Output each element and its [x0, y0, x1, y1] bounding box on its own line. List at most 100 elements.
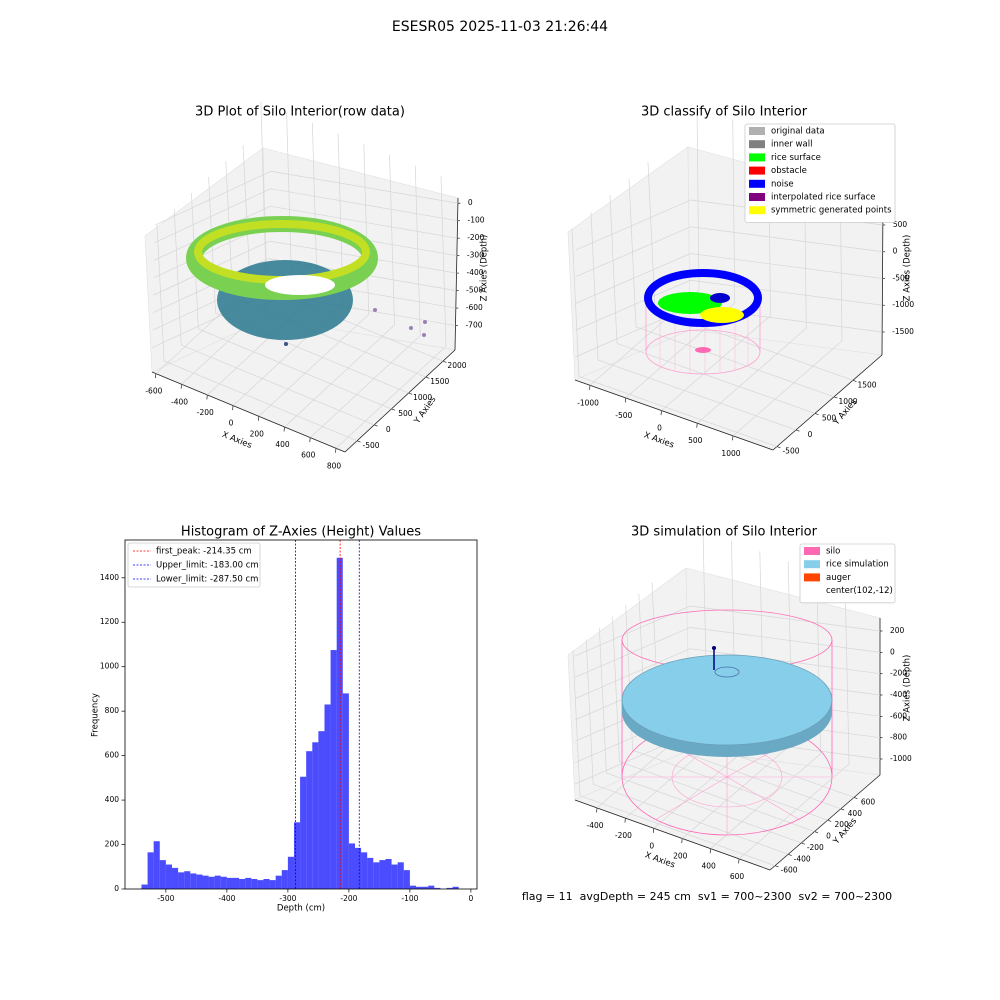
tick-mark [624, 397, 627, 403]
axis-line [344, 349, 456, 453]
histogram-bar [196, 874, 203, 889]
histogram-bar [324, 704, 331, 889]
y-tick-label: 600 [105, 751, 120, 760]
chart-title: 3D classify of Silo Interior [641, 105, 808, 120]
x-axis-label: X Axies [642, 430, 675, 450]
x-tick-label: -400 [586, 821, 603, 830]
silo-illustration [622, 720, 832, 835]
legend-label: obstacle [771, 166, 807, 176]
tick-mark [709, 848, 711, 854]
x-tick-label: 1000 [721, 449, 740, 458]
legend-swatch [804, 547, 820, 555]
silo-illustration [659, 310, 749, 374]
grid-line [628, 178, 835, 398]
tick-mark [309, 437, 311, 443]
rice-illustration [621, 654, 833, 746]
z-tick-label: -600 [890, 711, 907, 720]
grid-line [258, 144, 370, 417]
y-tick-label: -500 [363, 441, 380, 450]
y-tick-label: 2000 [447, 361, 466, 370]
histogram-bar [220, 876, 227, 889]
chart-title: 3D Plot of Silo Interior(row data) [195, 105, 405, 120]
axis-line [151, 371, 346, 453]
legend-label: auger [826, 573, 851, 583]
histogram-bar [226, 877, 233, 889]
histogram-bar [422, 886, 429, 889]
histogram-bar [342, 693, 349, 889]
z-tick-label: -800 [890, 733, 907, 742]
x-tick-label: 600 [730, 872, 745, 881]
z-tick-label: -200 [467, 233, 484, 242]
legend-label: rice surface [771, 153, 821, 163]
x-tick-label: 200 [673, 851, 688, 860]
y-tick-label: -400 [794, 854, 811, 863]
grid-line [153, 258, 457, 313]
grid-line [310, 165, 421, 438]
grid-line [153, 240, 457, 296]
y-tick-label: 500 [822, 413, 837, 422]
x-tick-label: -400 [171, 397, 188, 406]
histogram-bar [141, 884, 148, 889]
tick-mark [833, 396, 838, 399]
y-tick-label: 600 [861, 797, 876, 806]
status-footer: flag = 11 avgDepth = 245 cm sv1 = 700~23… [522, 890, 892, 903]
legend-label: rice simulation [826, 560, 889, 570]
y-tick-label: 0 [826, 832, 831, 841]
tick-mark [180, 384, 182, 389]
tick-mark [795, 429, 800, 432]
x-tick-label: 200 [250, 429, 265, 438]
labels-layer: 3D Plot of Silo Interior(row data) -600 -4… [91, 105, 915, 914]
z-tick-label: -400 [467, 268, 484, 277]
histogram-bar [263, 878, 270, 889]
x-tick-label: 800 [327, 461, 342, 470]
point-cloud-illustrations [186, 216, 833, 836]
histogram-bar [165, 864, 172, 889]
histogram-bar [397, 862, 404, 889]
grid-line [575, 253, 883, 304]
tick-mark [335, 448, 337, 453]
tick-mark [827, 819, 832, 822]
x-tick-label: -500 [615, 411, 632, 420]
x-tick-label: -600 [145, 387, 162, 396]
grid-line [738, 581, 850, 860]
y-tick-label: 1400 [100, 573, 119, 582]
tick-mark [232, 405, 234, 411]
legend-swatch [749, 179, 765, 188]
histogram-bar [214, 875, 221, 889]
x-tick-label: -100 [401, 894, 418, 903]
x-tick-label: -400 [218, 894, 235, 903]
legend-label: interpolated rice surface [771, 193, 876, 203]
y-tick-label: 0 [808, 430, 813, 439]
y-tick-label: 1000 [100, 662, 119, 671]
z-tick-label: -1000 [892, 300, 914, 309]
grid-line [335, 176, 447, 449]
z-tick-label: -1000 [890, 754, 912, 763]
histogram-bar [434, 887, 441, 889]
histogram-bar [281, 870, 288, 889]
tick-mark [732, 435, 734, 441]
legend-box [799, 543, 896, 604]
axis-line [574, 799, 771, 871]
tick-mark [814, 413, 819, 415]
y-tick-label: 0 [114, 884, 119, 893]
legend-swatch [749, 140, 765, 149]
plot-frame [124, 539, 478, 890]
dot [422, 333, 426, 337]
y-tick-label: 1000 [838, 397, 857, 406]
axis-line [454, 197, 459, 351]
legend-swatch [749, 166, 765, 175]
tick-mark [374, 424, 378, 427]
rice-illustration [658, 292, 722, 314]
y-tick-label: 200 [105, 840, 120, 849]
legend-swatch [804, 560, 820, 569]
histogram-bar [202, 875, 209, 889]
y-tick-label: 800 [105, 706, 120, 715]
histogram-bar [257, 880, 264, 889]
x-tick-label: 400 [275, 440, 290, 449]
x-tick-label: 0 [657, 424, 662, 433]
noise-illustration [710, 293, 730, 303]
silo-illustration [695, 347, 711, 353]
grid-line [609, 195, 816, 414]
legend-label: inner wall [771, 140, 812, 150]
